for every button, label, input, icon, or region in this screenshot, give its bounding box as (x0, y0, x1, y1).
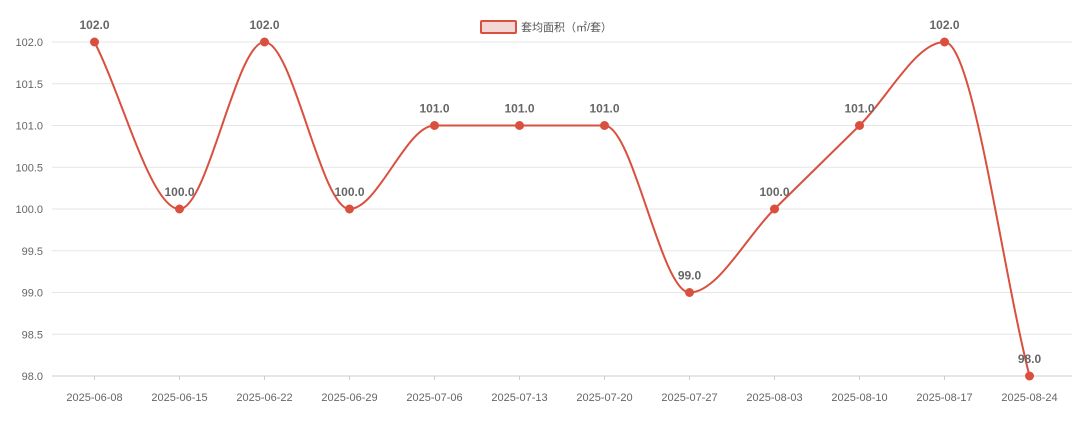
x-tick-label: 2025-07-06 (406, 392, 462, 404)
y-tick-label: 98.5 (22, 329, 43, 341)
legend-swatch[interactable] (480, 20, 517, 34)
data-point[interactable] (90, 37, 99, 47)
y-tick-label: 101.0 (15, 121, 43, 133)
data-label: 100.0 (164, 185, 194, 199)
x-tick-label: 2025-08-03 (746, 392, 802, 404)
data-point[interactable] (855, 121, 864, 130)
data-point[interactable] (175, 204, 184, 214)
y-tick-label: 100.0 (15, 204, 43, 216)
series-layer (90, 37, 1034, 381)
x-tick-label: 2025-06-15 (151, 392, 207, 404)
x-tick-label: 2025-07-27 (661, 392, 717, 404)
x-tick-label: 2025-07-20 (576, 392, 632, 404)
data-point[interactable] (685, 288, 694, 297)
y-tick-label: 98.0 (22, 371, 43, 383)
data-point[interactable] (770, 204, 779, 214)
x-tick-label: 2025-08-24 (1001, 392, 1057, 404)
data-label: 102.0 (929, 18, 959, 32)
y-tick-label: 99.0 (22, 288, 43, 300)
data-point[interactable] (940, 37, 949, 47)
data-label: 101.0 (844, 102, 874, 116)
data-label-layer: 102.0 100.0 102.0 100.0 101.0 101.0 101.0 99.0 1… (79, 18, 1041, 366)
data-point[interactable] (260, 37, 269, 47)
axis-layer: 98.0 98.5 99.0 99.5 100.0 100.5 101.0 101.5 102.… (15, 37, 1072, 404)
x-tick-label: 2025-06-08 (66, 392, 122, 404)
data-label: 101.0 (589, 102, 619, 116)
y-tick-label: 101.5 (15, 79, 43, 91)
grid-layer (52, 41, 1072, 377)
data-point[interactable] (430, 121, 439, 130)
legend-label[interactable]: 套均面积（㎡/套） (521, 21, 612, 34)
x-tick-label: 2025-06-29 (321, 392, 377, 404)
data-label: 100.0 (759, 185, 789, 199)
y-tick-label: 102.0 (15, 37, 43, 49)
x-tick-label: 2025-06-22 (236, 392, 292, 404)
y-tick-label: 99.5 (22, 246, 43, 258)
x-tick-label: 2025-08-10 (831, 392, 887, 404)
data-point[interactable] (345, 204, 354, 214)
data-label: 102.0 (249, 18, 279, 32)
data-label: 102.0 (79, 18, 109, 32)
series-line (93, 40, 1031, 377)
data-label: 100.0 (334, 185, 364, 199)
x-tick-label: 2025-07-13 (491, 392, 547, 404)
data-label: 101.0 (419, 102, 449, 116)
data-label: 99.0 (678, 269, 702, 283)
data-point[interactable] (515, 121, 524, 130)
x-tick-label: 2025-08-17 (916, 392, 972, 404)
legend[interactable]: 套均面积（㎡/套） (480, 20, 612, 34)
y-tick-label: 100.5 (15, 162, 43, 174)
data-point[interactable] (1025, 371, 1034, 381)
data-label: 101.0 (504, 102, 534, 116)
data-label: 98.0 (1018, 352, 1042, 366)
data-point[interactable] (600, 121, 609, 130)
